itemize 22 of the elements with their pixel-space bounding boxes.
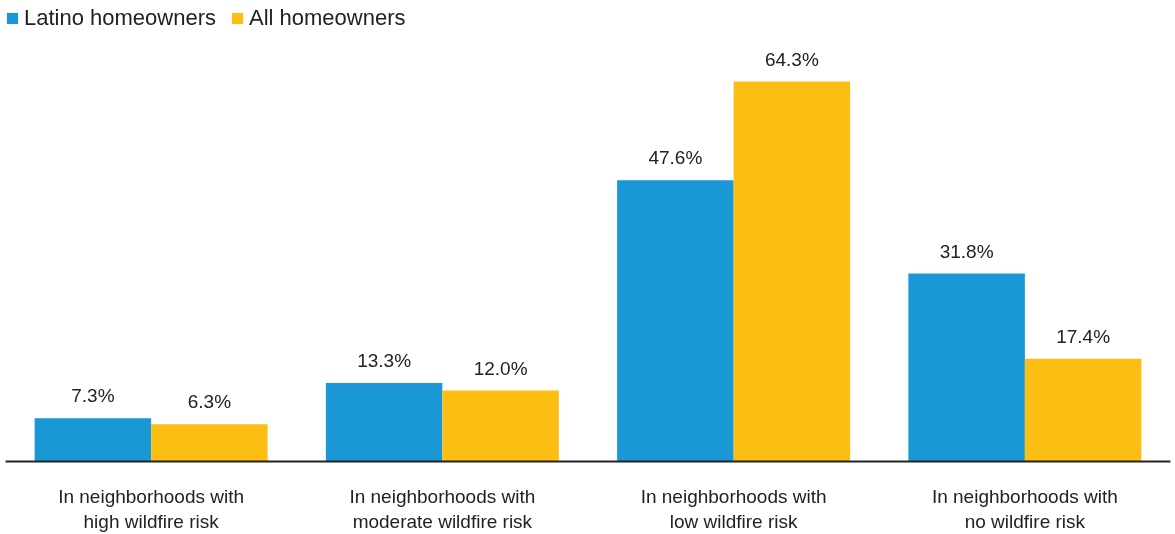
bar <box>325 382 443 462</box>
bar <box>34 418 152 462</box>
bar <box>733 81 851 462</box>
bar <box>1024 358 1142 462</box>
legend-label: All homeowners <box>249 5 406 31</box>
x-tick-label: In neighborhoods with high wildfire risk <box>58 485 245 532</box>
data-label: 17.4% <box>1056 325 1111 347</box>
bar <box>151 424 268 462</box>
data-label: 6.3% <box>187 391 232 413</box>
data-label: 64.3% <box>764 48 819 70</box>
data-label: 7.3% <box>71 385 115 407</box>
data-label: 31.8% <box>939 240 994 262</box>
data-label: 47.6% <box>648 147 703 169</box>
data-label: 13.3% <box>357 349 412 371</box>
data-label: 12.0% <box>473 357 528 379</box>
legend-label: Latino homeowners <box>24 5 217 31</box>
x-tick-label: In neighborhoods with moderate wildfire risk <box>349 485 536 532</box>
x-tick-label: In neighborhoods with low wildfire risk <box>640 485 827 532</box>
x-tick-label: In neighborhoods with no wildfire risk <box>931 485 1118 532</box>
bar <box>442 390 559 462</box>
bar <box>617 180 734 462</box>
bar <box>908 273 1025 462</box>
